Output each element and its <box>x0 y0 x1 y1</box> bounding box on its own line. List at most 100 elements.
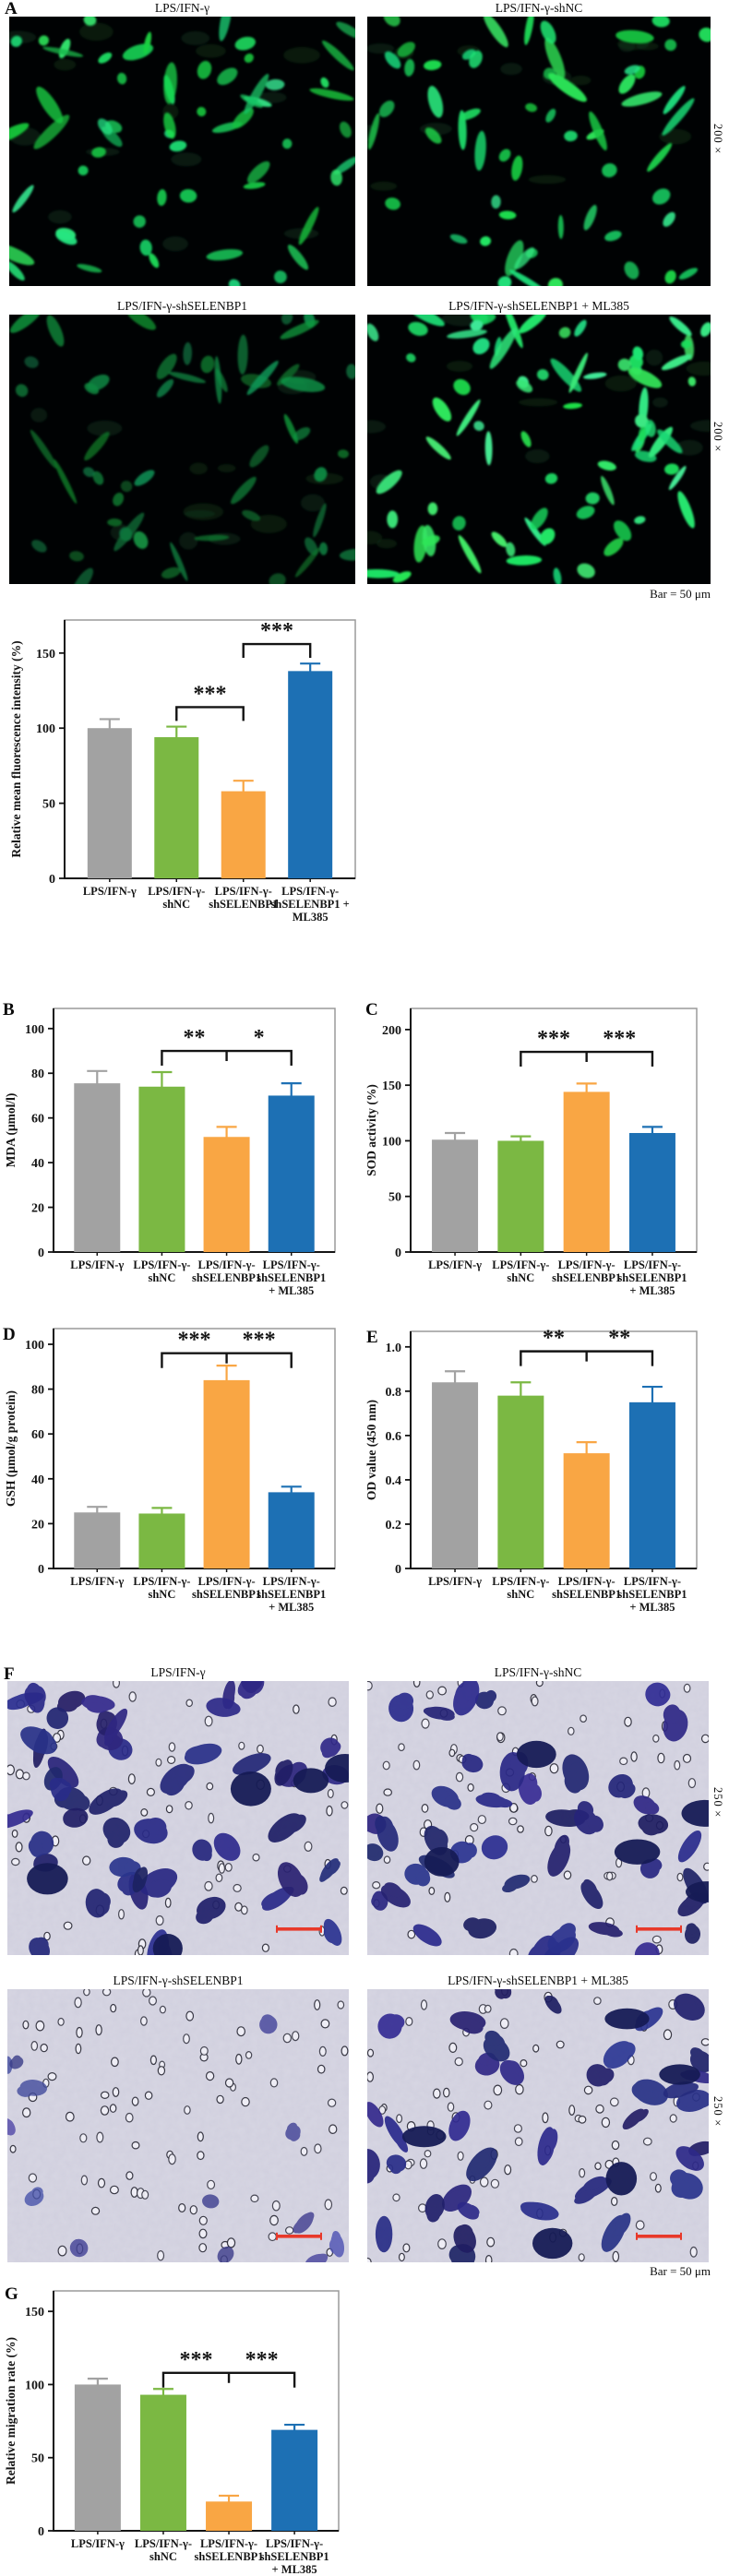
micrograph-title: LPS/IFN-γ-shSELENBP1 <box>117 299 247 313</box>
svg-text:LPS/IFN-γ: LPS/IFN-γ <box>71 2537 125 2550</box>
fluorescence-micrograph <box>367 315 711 584</box>
panel-c-bar-chart: 0 50 100 150 200 SOD activity (%) LPS/IFN-γ LPS… <box>364 996 729 1315</box>
panel-a-bar-chart: 0 50 100 150 Relative mean fluorescence inte… <box>0 607 369 950</box>
scale-bar <box>636 1925 682 1933</box>
bar-chart-svg: 0 20 40 60 80 100 GSH (μmol/g protein) LPS/IFN-… <box>4 1328 336 1614</box>
svg-text:shSELENBP1: shSELENBP1 <box>617 1271 687 1284</box>
svg-text:150: 150 <box>36 648 55 662</box>
svg-text:LPS/IFN-γ-: LPS/IFN-γ- <box>281 885 339 898</box>
svg-text:LPS/IFN-γ: LPS/IFN-γ <box>83 885 137 898</box>
svg-text:50: 50 <box>388 1191 401 1205</box>
micrograph-title: LPS/IFN-γ-shSELENBP1 + ML385 <box>448 1974 628 1987</box>
svg-text:0: 0 <box>38 1246 44 1260</box>
svg-text:1.0: 1.0 <box>386 1342 402 1355</box>
svg-text:shSELENBP1: shSELENBP1 <box>209 898 278 911</box>
svg-text:Relative migration rate (%): Relative migration rate (%) <box>4 2337 18 2485</box>
svg-text:+ ML385: + ML385 <box>629 1601 675 1614</box>
svg-text:LPS/IFN-γ: LPS/IFN-γ <box>70 1258 124 1271</box>
transwell-image-svg <box>367 1681 709 1955</box>
svg-text:***: *** <box>194 682 227 706</box>
fluorescence-image-svg <box>367 315 711 584</box>
panel-g-bar-chart: 0 50 100 150 Relative migration rate (%) LPS/… <box>0 2281 369 2576</box>
svg-text:shSELENBP1: shSELENBP1 <box>552 1271 621 1284</box>
transwell-micrograph <box>7 1989 349 2262</box>
svg-text:+ ML385: + ML385 <box>269 1601 314 1614</box>
micrograph-title: LPS/IFN-γ <box>154 1 210 15</box>
svg-text:LPS/IFN-γ-: LPS/IFN-γ- <box>624 1575 681 1588</box>
svg-text:shNC: shNC <box>162 898 190 911</box>
scale-bar <box>636 2232 682 2240</box>
svg-text:0: 0 <box>38 1563 44 1577</box>
svg-text:***: *** <box>178 1329 211 1353</box>
magnification-label: 200× <box>711 422 724 456</box>
svg-text:0: 0 <box>395 1246 401 1260</box>
svg-text:**: ** <box>184 1026 206 1050</box>
svg-text:100: 100 <box>25 1339 44 1353</box>
svg-text:100: 100 <box>25 1023 44 1037</box>
panel-e-bar-chart: 0 0.2 0.4 0.6 0.8 1.0 OD value (450 nm) LPS/IFN… <box>364 1319 729 1633</box>
micrograph-title: LPS/IFN-γ <box>150 1665 206 1679</box>
svg-text:**: ** <box>608 1327 630 1351</box>
svg-text:Relative mean fluorescence int: Relative mean fluorescence intensity (%) <box>9 640 23 857</box>
svg-text:shNC: shNC <box>507 1588 534 1601</box>
svg-text:shSELENBP1: shSELENBP1 <box>192 1588 261 1601</box>
svg-text:0.2: 0.2 <box>386 1519 402 1532</box>
svg-text:LPS/IFN-γ-: LPS/IFN-γ- <box>266 2537 323 2550</box>
bar-chart-svg: 0 50 100 150 Relative mean fluorescence inte… <box>9 619 356 924</box>
svg-text:shSELENBP1 +: shSELENBP1 + <box>271 898 350 911</box>
svg-text:40: 40 <box>31 1157 44 1171</box>
panel-c-letter: C <box>365 1000 378 1020</box>
panel-b-bar-chart: 0 20 40 60 80 100 MDA (μmol/l) LPS/IFN-γ LPS/IFN… <box>0 996 364 1315</box>
svg-text:LPS/IFN-γ-: LPS/IFN-γ- <box>263 1575 320 1588</box>
scale-note: Bar = 50 μm <box>650 2264 711 2278</box>
svg-text:shNC: shNC <box>148 1271 175 1284</box>
svg-text:LPS/IFN-γ-: LPS/IFN-γ- <box>492 1575 549 1588</box>
svg-text:shNC: shNC <box>148 1588 175 1601</box>
panel-b-letter: B <box>3 1000 15 1020</box>
svg-text:shNC: shNC <box>507 1271 534 1284</box>
fluorescence-image-svg <box>9 17 355 286</box>
svg-text:0.4: 0.4 <box>386 1474 402 1488</box>
svg-text:*: * <box>254 1026 265 1050</box>
svg-text:200: 200 <box>382 1024 401 1038</box>
svg-text:0.8: 0.8 <box>386 1386 402 1400</box>
svg-text:100: 100 <box>382 1135 401 1149</box>
scale-bar <box>276 2232 322 2240</box>
svg-text:LPS/IFN-γ-: LPS/IFN-γ- <box>492 1258 549 1271</box>
panel-g-letter: G <box>5 2284 18 2304</box>
svg-text:***: *** <box>603 1027 636 1051</box>
svg-text:shSELENBP1: shSELENBP1 <box>257 1588 326 1601</box>
fluorescence-image-svg <box>9 315 355 584</box>
panel-d-letter: D <box>3 1325 16 1344</box>
svg-text:LPS/IFN-γ-: LPS/IFN-γ- <box>198 1258 256 1271</box>
svg-text:MDA (μmol/l): MDA (μmol/l) <box>4 1093 18 1168</box>
svg-text:shSELENBP1: shSELENBP1 <box>195 2550 264 2563</box>
svg-text:0: 0 <box>395 1563 401 1577</box>
micrograph-title: LPS/IFN-γ-shNC <box>495 1 583 15</box>
bar-chart-svg: 0 0.2 0.4 0.6 0.8 1.0 OD value (450 nm) LPS/IFN… <box>364 1327 698 1614</box>
svg-text:20: 20 <box>31 1518 44 1532</box>
bar-chart-svg: 0 50 100 150 200 SOD activity (%) LPS/IFN-γ LPS… <box>364 1008 698 1297</box>
svg-text:20: 20 <box>31 1202 44 1216</box>
svg-text:40: 40 <box>31 1473 44 1487</box>
micrograph-title: LPS/IFN-γ-shSELENBP1 + ML385 <box>448 299 629 313</box>
svg-text:SOD activity (%): SOD activity (%) <box>364 1084 378 1176</box>
svg-text:ML385: ML385 <box>293 911 329 924</box>
svg-text:***: *** <box>245 2348 279 2372</box>
svg-text:+ ML385: + ML385 <box>272 2563 317 2576</box>
panel-d-bar-chart: 0 20 40 60 80 100 GSH (μmol/g protein) LPS/IFN-… <box>0 1319 364 1633</box>
svg-text:LPS/IFN-γ-: LPS/IFN-γ- <box>200 2537 257 2550</box>
svg-text:50: 50 <box>42 798 55 812</box>
svg-text:80: 80 <box>31 1384 44 1398</box>
scale-bar <box>276 1925 322 1933</box>
svg-text:100: 100 <box>36 722 55 736</box>
svg-text:80: 80 <box>31 1067 44 1081</box>
scale-note: Bar = 50 μm <box>650 587 711 601</box>
svg-text:shNC: shNC <box>149 2550 177 2563</box>
transwell-micrograph <box>367 1989 709 2262</box>
fluorescence-micrograph <box>367 17 711 286</box>
svg-text:50: 50 <box>31 2452 44 2466</box>
panel-a-letter: A <box>5 0 18 18</box>
svg-text:LPS/IFN-γ: LPS/IFN-γ <box>428 1258 482 1271</box>
